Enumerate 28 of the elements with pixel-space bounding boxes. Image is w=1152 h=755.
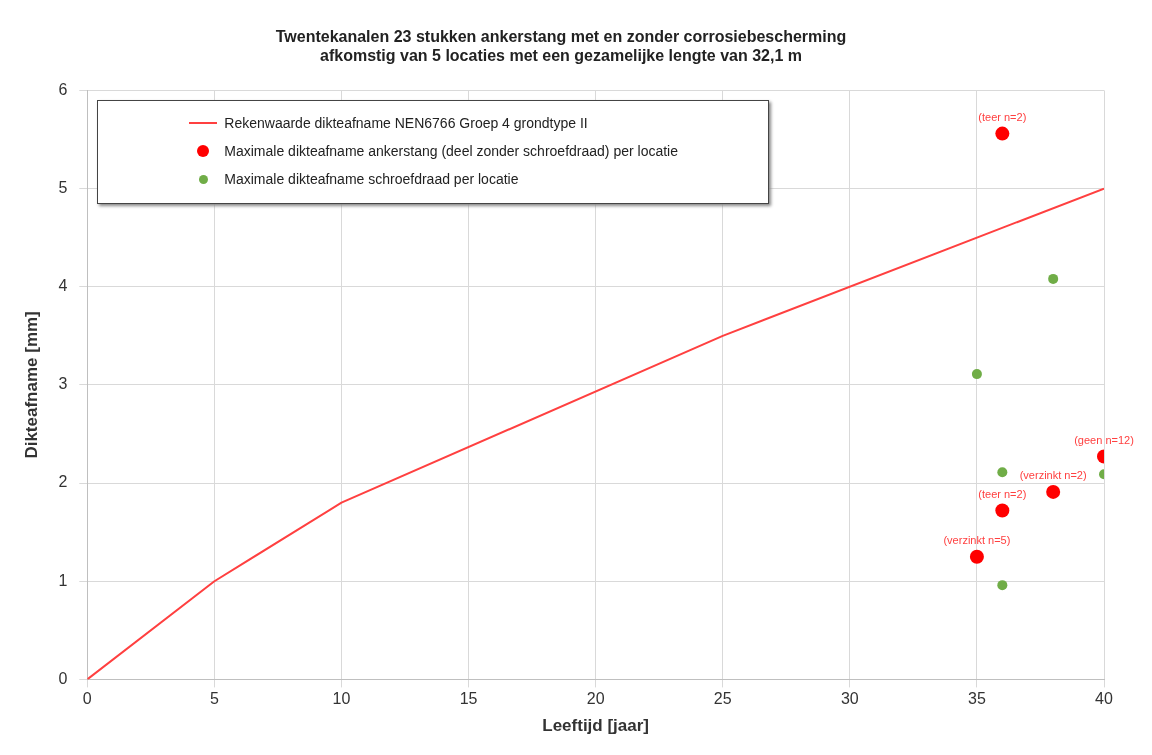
x-tick-label: 40 bbox=[1095, 690, 1113, 708]
y-tick-label: 4 bbox=[58, 277, 68, 295]
legend-label: Rekenwaarde dikteafname NEN6766 Groep 4 grondtype II bbox=[224, 115, 588, 132]
y-axis-title: Dikteafname [mm] bbox=[21, 311, 41, 459]
annotation: (verzinkt n=2) bbox=[1019, 469, 1087, 482]
x-tick-label: 30 bbox=[840, 690, 859, 708]
x-tick-label: 10 bbox=[332, 690, 351, 708]
x-tick-label: 5 bbox=[209, 690, 219, 708]
annotation: (teer n=2) bbox=[978, 111, 1027, 124]
x-tick-label: 15 bbox=[459, 690, 478, 708]
annotation: (teer n=2) bbox=[978, 488, 1027, 501]
y-tick-label: 0 bbox=[58, 669, 68, 687]
text: Twentekanalen 23 stukken ankerstang met en zonder corrosiebescherming bbox=[275, 28, 847, 46]
y-tick-label: 3 bbox=[58, 375, 68, 393]
x-tick-label: 0 bbox=[82, 690, 92, 708]
x-axis-title: Leeftijd [jaar] bbox=[542, 716, 650, 736]
y-tick-label: 2 bbox=[58, 473, 68, 491]
annotation: (geen n=12) bbox=[1074, 434, 1134, 447]
y-tick-label: 5 bbox=[58, 178, 68, 196]
annotation: (verzinkt n=5) bbox=[943, 534, 1011, 547]
x-tick-label: 35 bbox=[968, 690, 986, 708]
legend-label: Maximale dikteafname ankerstang (deel zonder schroefdraad) per locatie bbox=[224, 143, 678, 160]
y-tick-label: 6 bbox=[58, 80, 68, 98]
x-tick-label: 20 bbox=[586, 690, 605, 708]
y-tick-label: 1 bbox=[58, 571, 68, 589]
x-tick-label: 25 bbox=[713, 690, 732, 708]
text: afkomstig van 5 locaties met een gezamelijke lengte van 32,1 m bbox=[320, 47, 802, 65]
legend-label: Maximale dikteafname schroefdraad per locatie bbox=[224, 171, 519, 188]
